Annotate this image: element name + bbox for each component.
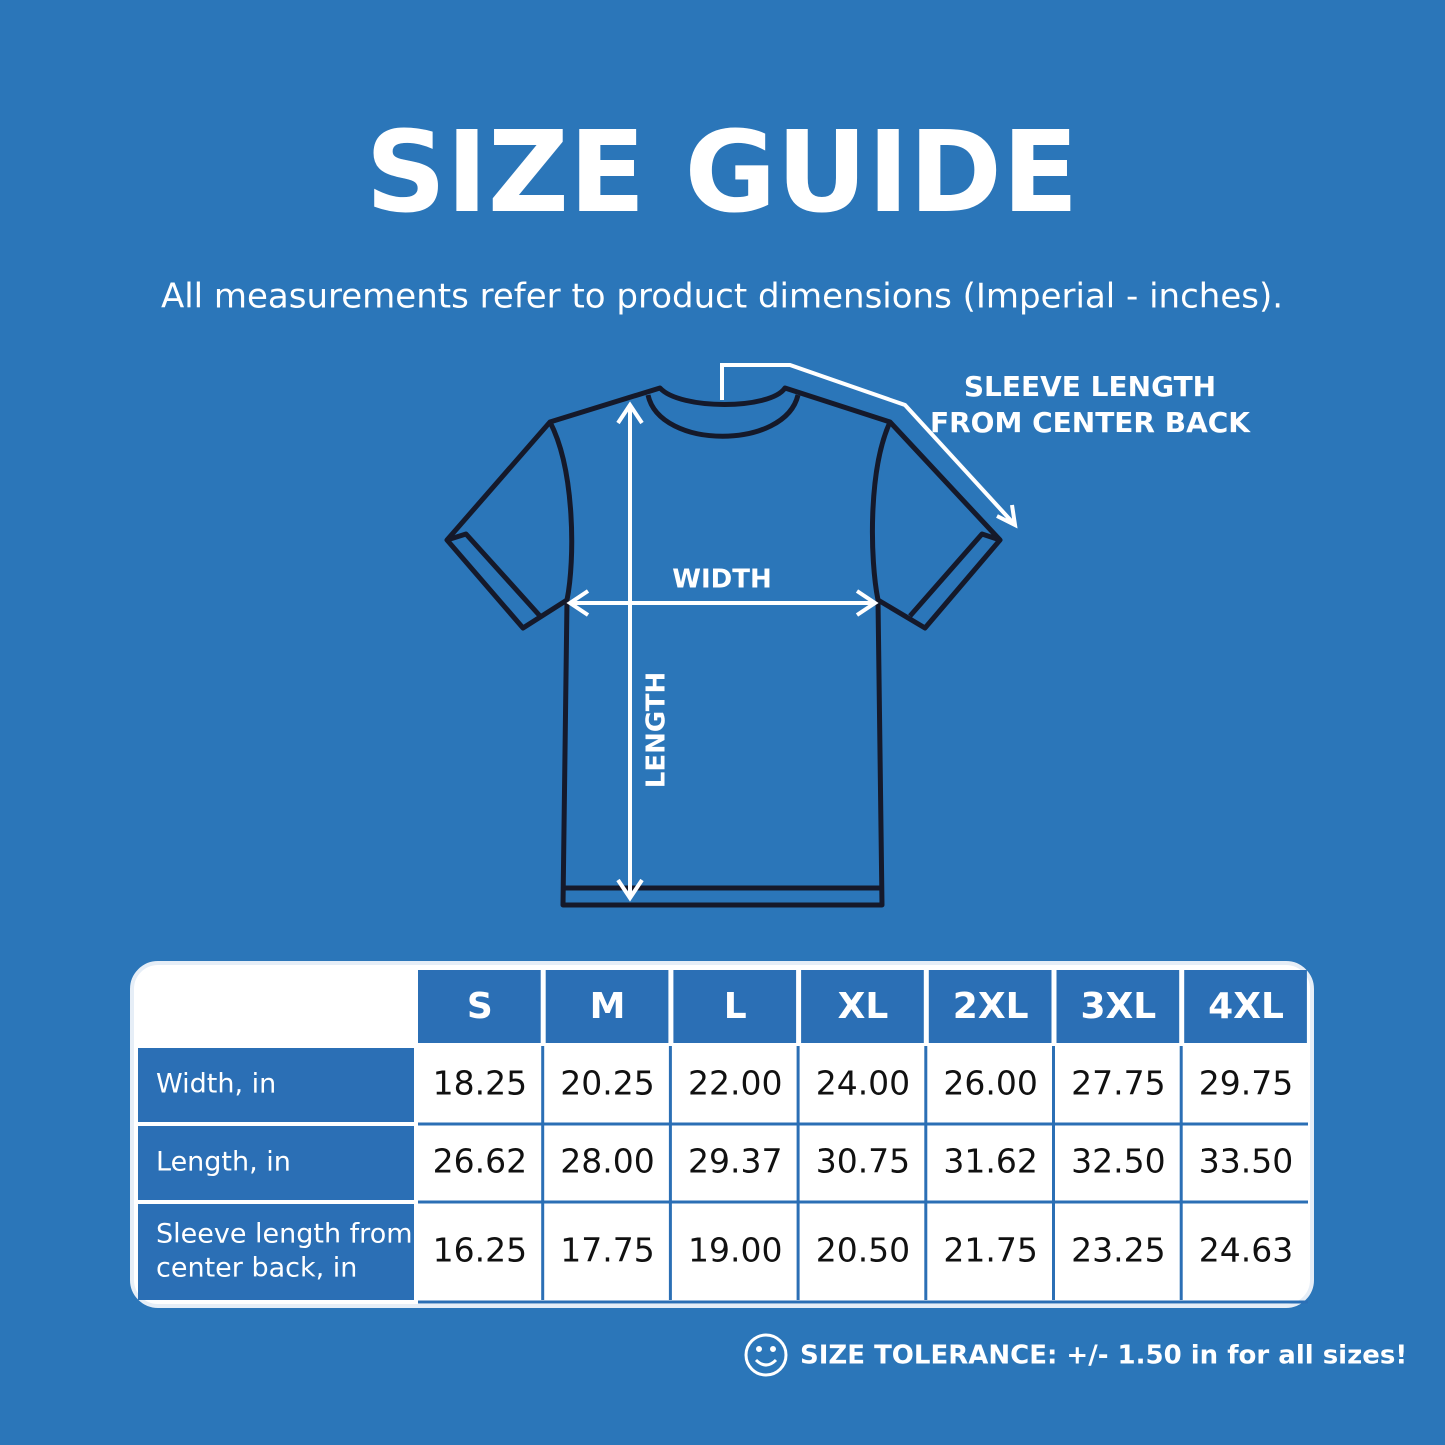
cell-value: 30.75 bbox=[816, 1142, 910, 1181]
cell-value: 24.00 bbox=[816, 1064, 910, 1103]
column-header: M bbox=[590, 986, 626, 1027]
column-header: S bbox=[467, 986, 493, 1027]
column-header-cell bbox=[418, 970, 541, 1043]
length-label: LENGTH bbox=[642, 672, 672, 788]
width-arrow bbox=[566, 589, 879, 617]
tolerance-note: SIZE TOLERANCE: +/- 1.50 in for all size… bbox=[800, 1341, 1407, 1371]
column-header-cell bbox=[928, 970, 1052, 1043]
right-cuff bbox=[908, 531, 1001, 618]
column-header: 2XL bbox=[953, 986, 1029, 1027]
cell-value: 24.63 bbox=[1199, 1231, 1293, 1270]
arrows bbox=[566, 363, 1018, 902]
column-header-cell bbox=[1056, 970, 1180, 1043]
cell-value: 33.50 bbox=[1199, 1142, 1293, 1181]
title: SIZE GUIDE bbox=[365, 108, 1078, 238]
cell-value: 29.37 bbox=[688, 1142, 782, 1181]
column-header-cell bbox=[545, 970, 669, 1043]
table-frame bbox=[130, 961, 1314, 1308]
subtitle: All measurements refer to product dimens… bbox=[161, 277, 1283, 317]
left-armhole bbox=[547, 420, 575, 601]
column-header: XL bbox=[838, 986, 889, 1027]
column-header-cell bbox=[673, 970, 797, 1043]
column-header: 4XL bbox=[1208, 986, 1284, 1027]
cell-value: 26.00 bbox=[943, 1064, 1037, 1103]
row-header: Width, in bbox=[156, 1069, 276, 1100]
cell-value: 20.25 bbox=[560, 1064, 654, 1103]
right-armhole bbox=[869, 420, 893, 601]
sleeve-label: FROM CENTER BACK bbox=[930, 406, 1251, 439]
size-table: S M L XL 2XL 3XL 4XL Width, in 18.25 20.25 22.00 24… bbox=[138, 970, 1308, 1304]
cell-value: 18.25 bbox=[433, 1064, 527, 1103]
cell-value: 29.75 bbox=[1199, 1064, 1293, 1103]
column-header: L bbox=[724, 986, 747, 1027]
column-header: 3XL bbox=[1080, 986, 1156, 1027]
cell-value: 17.75 bbox=[560, 1231, 654, 1270]
cell-value: 28.00 bbox=[560, 1142, 654, 1181]
row-header: Length, in bbox=[156, 1147, 291, 1178]
row-header: center back, in bbox=[156, 1253, 357, 1284]
cell-value: 21.75 bbox=[943, 1231, 1037, 1270]
left-cuff bbox=[446, 531, 542, 618]
cell-value: 16.25 bbox=[433, 1231, 527, 1270]
width-label: WIDTH bbox=[672, 565, 771, 595]
tshirt-outline bbox=[444, 385, 1003, 908]
cell-value: 23.25 bbox=[1071, 1231, 1165, 1270]
tshirt bbox=[444, 385, 1003, 908]
sleeve-arrow bbox=[720, 363, 1018, 529]
length-arrow bbox=[616, 401, 644, 902]
cell-value: 26.62 bbox=[433, 1142, 527, 1181]
smiley-icon bbox=[744, 1333, 788, 1377]
cell-value: 31.62 bbox=[943, 1142, 1037, 1181]
column-header-cell bbox=[801, 970, 924, 1043]
row-header-cell bbox=[138, 1048, 414, 1122]
row-header-cell bbox=[138, 1204, 414, 1300]
cell-value: 22.00 bbox=[688, 1064, 782, 1103]
cell-value: 32.50 bbox=[1071, 1142, 1165, 1181]
sleeve-label: SLEEVE LENGTH bbox=[964, 370, 1216, 403]
cell-value: 19.00 bbox=[688, 1231, 782, 1270]
column-header-cell bbox=[1184, 970, 1307, 1043]
row-header: Sleeve length from bbox=[156, 1219, 413, 1250]
row-header-cell bbox=[138, 1126, 414, 1200]
cell-value: 27.75 bbox=[1071, 1064, 1165, 1103]
collar bbox=[645, 394, 801, 439]
cell-value: 20.50 bbox=[816, 1231, 910, 1270]
